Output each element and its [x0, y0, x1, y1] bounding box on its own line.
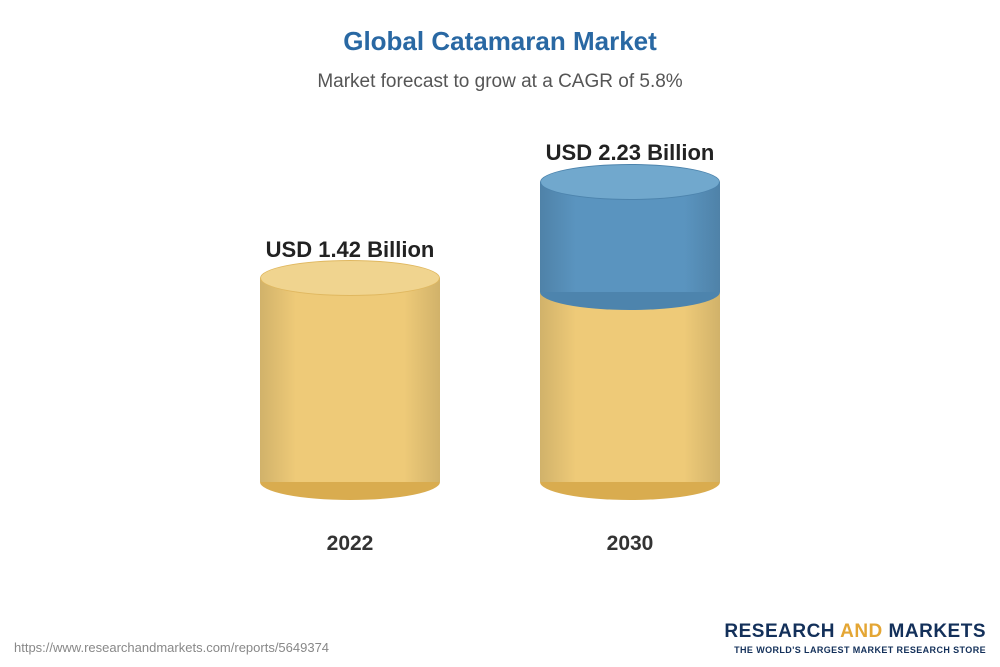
- year-label: 2022: [260, 532, 440, 556]
- logo-word-research: RESEARCH: [724, 621, 835, 642]
- cylinder-top: [260, 260, 440, 296]
- source-url: https://www.researchandmarkets.com/repor…: [14, 640, 329, 655]
- chart-title: Global Catamaran Market: [0, 0, 1000, 57]
- footer: https://www.researchandmarkets.com/repor…: [14, 621, 986, 655]
- logo: RESEARCH AND MARKETS THE WORLD'S LARGEST…: [724, 621, 986, 655]
- year-label: 2030: [540, 532, 720, 556]
- value-label: USD 2.23 Billion: [510, 140, 750, 166]
- logo-tagline: THE WORLD'S LARGEST MARKET RESEARCH STOR…: [724, 645, 986, 655]
- chart-subtitle: Market forecast to grow at a CAGR of 5.8…: [0, 71, 1000, 93]
- logo-word-and: AND: [840, 621, 883, 642]
- cylinder-2030: USD 2.23 Billion2030: [540, 140, 720, 560]
- cylinder-2022: USD 1.42 Billion2022: [260, 140, 440, 560]
- cylinder-top: [540, 164, 720, 200]
- cylinder-body: [260, 278, 440, 482]
- chart-area: USD 1.42 Billion2022USD 2.23 Billion2030: [0, 140, 1000, 560]
- logo-word-markets: MARKETS: [889, 621, 986, 642]
